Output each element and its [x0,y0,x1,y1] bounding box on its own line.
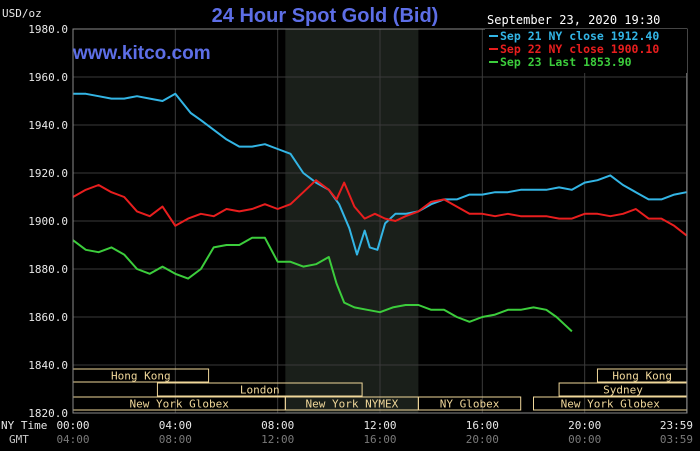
x-tick-label: 12:00 [363,419,396,432]
x-tick-label-gmt: 03:59 [660,433,693,446]
legend-entry: Sep 21 NY close 1912.40 [500,29,659,43]
x-tick-label: 00:00 [56,419,89,432]
legend-entry: Sep 22 NY close 1900.10 [500,42,659,56]
y-axis-ticks: 1980.0 1960.0 1940.0 1920.0 1900.0 1880.0 1860… [28,23,68,420]
session-label: New York NYMEX [305,398,398,411]
y-tick-label: 1940.0 [28,119,68,132]
y-tick-label: 1860.0 [28,311,68,324]
x-tick-label-gmt: 00:00 [568,433,601,446]
chart-title: 24 Hour Spot Gold (Bid) [212,5,439,27]
y-tick-label: 1960.0 [28,71,68,84]
session-box [156,382,363,397]
plot-frame [72,28,688,414]
x-axis-ticks: 00:0004:0004:0008:0008:0012:0012:0016:00… [56,419,693,446]
session-box [417,396,522,411]
x-tick-label: 04:00 [159,419,192,432]
series-line-3 [72,236,573,333]
y-axis-unit: USD/oz [2,7,42,20]
x-tick-label: 08:00 [261,419,294,432]
y-tick-label: 1900.0 [28,215,68,228]
y-tick-label: 1920.0 [28,167,68,180]
session-label: New York Globex [129,398,229,411]
x-tick-label-gmt: 12:00 [261,433,294,446]
x-tick-label-gmt: 04:00 [56,433,89,446]
session-label: NY Globex [440,398,500,411]
session-label: Hong Kong [111,370,171,383]
x-tick-label-gmt: 08:00 [159,433,192,446]
y-tick-label: 1980.0 [28,23,68,36]
x-axis-label-ny: NY Time [1,419,47,432]
series-line-2 [72,179,688,237]
y-tick-label: 1880.0 [28,263,68,276]
session-label: London [240,384,280,397]
session-label: Hong Kong [612,370,672,383]
chart-date: September 23, 2020 19:30 [487,13,660,27]
grid-layer [72,28,687,414]
series-lines [72,92,688,333]
x-tick-label: 20:00 [568,419,601,432]
watermark-text: www.kitco.com [72,43,211,64]
session-label: New York Globex [561,398,661,411]
x-axis-label-gmt: GMT [9,433,29,446]
legend-box [485,29,687,73]
session-label: Sydney [603,384,643,397]
x-tick-label: 23:59 [660,419,693,432]
series-line-1 [73,92,687,256]
x-tick-label-gmt: 20:00 [466,433,499,446]
y-tick-label: 1820.0 [28,407,68,420]
x-tick-label: 16:00 [466,419,499,432]
legend-entry: Sep 23 Last 1853.90 [500,55,632,69]
x-tick-label-gmt: 16:00 [363,433,396,446]
y-tick-label: 1840.0 [28,359,68,372]
